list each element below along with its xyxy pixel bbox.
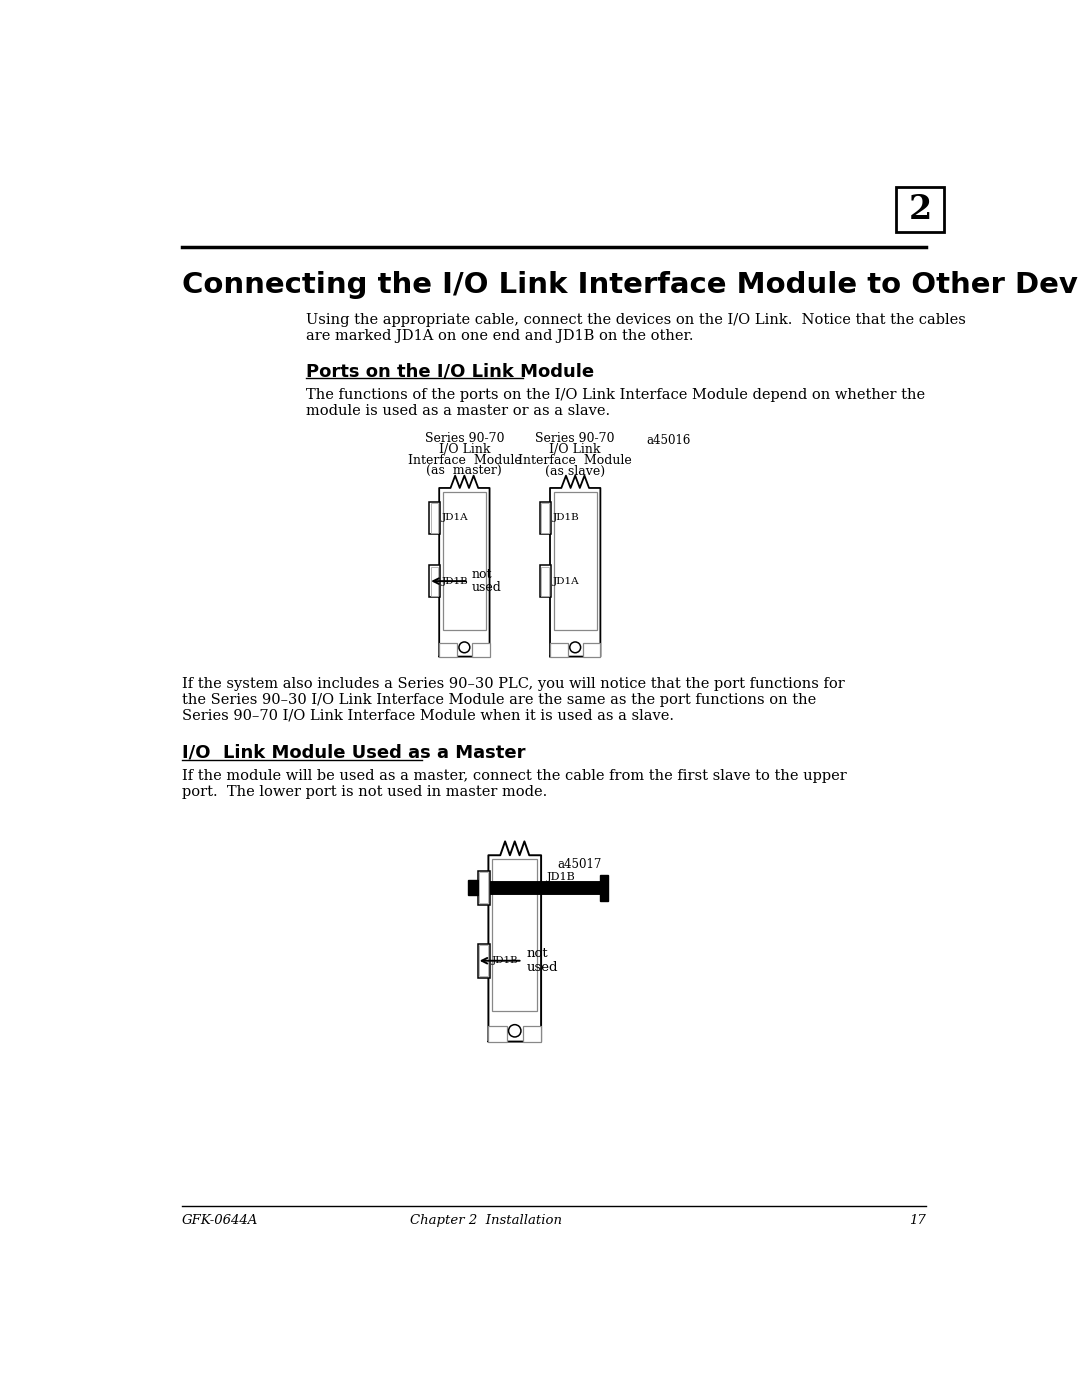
Bar [429, 502, 440, 534]
Text: used: used [526, 961, 558, 974]
Text: JD1B: JD1B [546, 872, 576, 882]
Bar [488, 855, 541, 1042]
Bar [541, 567, 550, 595]
Text: port.  The lower port is not used in master mode.: port. The lower port is not used in mast… [181, 785, 546, 799]
Text: The functions of the ports on the I/O Link Interface Module depend on whether th: The functions of the ports on the I/O Li… [306, 388, 924, 402]
Bar [477, 944, 490, 978]
Text: Series 90–70 I/O Link Interface Module when it is used as a slave.: Series 90–70 I/O Link Interface Module w… [181, 708, 674, 722]
Text: JD1A: JD1A [443, 514, 469, 522]
Text: not: not [526, 947, 548, 960]
Bar [583, 643, 600, 657]
Bar [429, 564, 440, 598]
Text: If the module will be used as a master, connect the cable from the first slave t: If the module will be used as a master, … [181, 768, 847, 782]
Text: the Series 90–30 I/O Link Interface Module are the same as the port functions on: the Series 90–30 I/O Link Interface Modu… [181, 693, 815, 707]
Bar [492, 859, 537, 1011]
Bar [541, 503, 550, 532]
Text: Interface  Module: Interface Module [407, 454, 522, 467]
Text: Series 90-70: Series 90-70 [536, 432, 615, 446]
Bar [477, 870, 490, 904]
Bar [488, 1027, 507, 1042]
Text: JD1B: JD1B [553, 514, 580, 522]
Bar [540, 502, 551, 534]
Bar [431, 567, 438, 595]
Text: JD1B: JD1B [443, 577, 469, 585]
Bar [472, 643, 489, 657]
Text: Using the appropriate cable, connect the devices on the I/O Link.  Notice that t: Using the appropriate cable, connect the… [306, 313, 966, 327]
Bar [554, 492, 596, 630]
Text: GFK-0644A: GFK-0644A [181, 1214, 258, 1227]
Bar [523, 1027, 541, 1042]
Text: JD1A: JD1A [491, 883, 518, 893]
Text: (as slave): (as slave) [545, 465, 605, 478]
Bar [480, 946, 488, 977]
Text: I/O Link: I/O Link [438, 443, 490, 455]
Text: used: used [472, 581, 501, 594]
Bar [469, 880, 477, 895]
Text: 2: 2 [908, 193, 932, 226]
Text: JD1B: JD1B [491, 956, 518, 965]
Text: Ports on the I/O Link Module: Ports on the I/O Link Module [306, 363, 594, 381]
Text: Interface  Module: Interface Module [518, 454, 632, 467]
Text: Connecting the I/O Link Interface Module to Other Devices: Connecting the I/O Link Interface Module… [181, 271, 1080, 299]
Bar [480, 872, 488, 902]
Text: 17: 17 [908, 1214, 926, 1227]
Text: Series 90-70: Series 90-70 [424, 432, 504, 446]
Text: I/O  Link Module Used as a Master: I/O Link Module Used as a Master [181, 743, 525, 761]
Bar [440, 488, 489, 657]
Bar [443, 492, 486, 630]
Bar [600, 875, 608, 901]
Text: (as  master): (as master) [427, 465, 502, 478]
Text: If the system also includes a Series 90–30 PLC, you will notice that the port fu: If the system also includes a Series 90–… [181, 676, 845, 690]
Text: a45017: a45017 [557, 858, 602, 870]
Bar [540, 564, 551, 598]
Text: I/O Link: I/O Link [550, 443, 600, 455]
Bar [896, 187, 944, 232]
Text: Chapter 2  Installation: Chapter 2 Installation [410, 1214, 562, 1227]
Bar [550, 488, 600, 657]
Text: are marked JD1A on one end and JD1B on the other.: are marked JD1A on one end and JD1B on t… [306, 330, 693, 344]
Text: not: not [472, 569, 492, 581]
Text: a45016: a45016 [647, 434, 691, 447]
Bar [550, 643, 568, 657]
Text: JD1A: JD1A [553, 577, 580, 585]
Bar [431, 503, 438, 532]
Bar [440, 643, 457, 657]
Text: module is used as a master or as a slave.: module is used as a master or as a slave… [306, 404, 609, 418]
